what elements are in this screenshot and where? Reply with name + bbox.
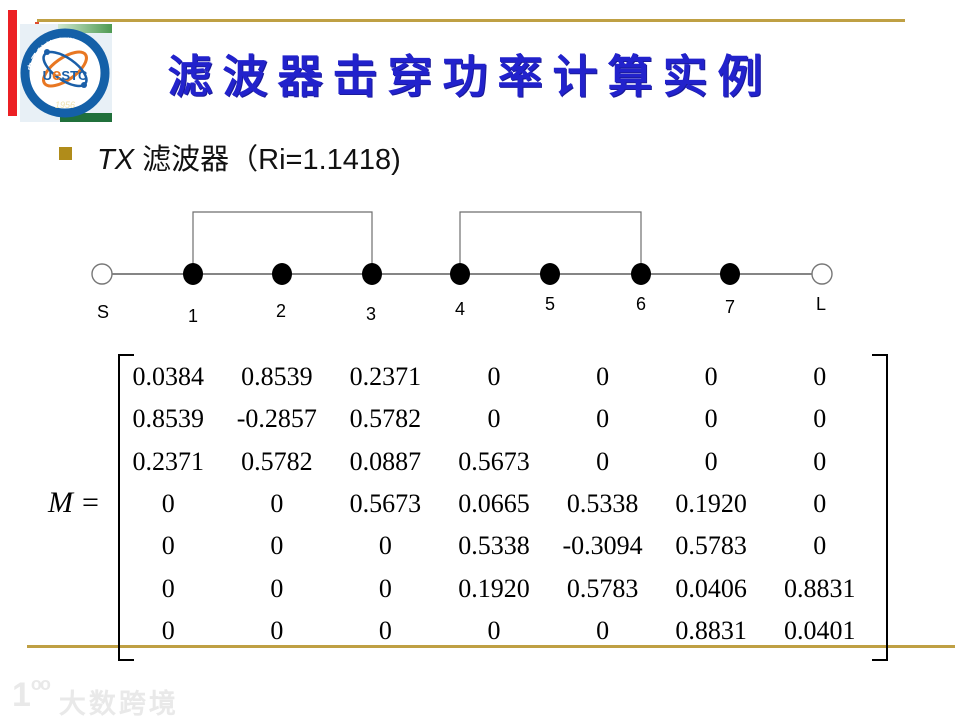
logo-green-strip-bottom xyxy=(60,113,112,122)
matrix-cell: 0.5782 xyxy=(241,446,313,476)
matrix-cell: 0 xyxy=(596,404,610,434)
matrix-cell: 0 xyxy=(270,531,284,561)
resonator-node-1 xyxy=(183,263,203,285)
matrix-cell: 0 xyxy=(270,573,284,603)
matrix-cell: 0 xyxy=(596,362,610,392)
resonator-node-3 xyxy=(362,263,382,285)
load-port-node xyxy=(811,263,833,285)
source-port-node xyxy=(91,263,113,285)
matrix-left-bracket xyxy=(118,354,134,661)
node-label-2: 2 xyxy=(276,301,286,321)
matrix-cell: 0.1920 xyxy=(675,488,747,518)
matrix-cell: 0 xyxy=(487,362,501,392)
matrix-cell: 0.5338 xyxy=(458,531,530,561)
resonator-node-5 xyxy=(540,263,560,285)
matrix-cell: 0 xyxy=(161,615,175,645)
node-label-4: 4 xyxy=(455,299,465,319)
watermark-logo-icon: 1 xyxy=(12,676,31,714)
resonator-node-2 xyxy=(272,263,292,285)
resonator-node-4 xyxy=(450,263,470,285)
matrix-cell: 0.5782 xyxy=(349,404,422,434)
matrix-cell: 0.8831 xyxy=(675,615,747,645)
node-label-3: 3 xyxy=(366,304,376,324)
matrix-cell: 0 xyxy=(813,404,827,434)
matrix-cell: 0 xyxy=(378,531,392,561)
matrix-cell: 0 xyxy=(596,446,610,476)
bullet-prefix: TX xyxy=(97,144,135,176)
coupling-4-6 xyxy=(459,211,642,274)
matrix-cell: 0 xyxy=(270,488,284,518)
matrix-cell: 0 xyxy=(813,362,827,392)
logo-acronym: UeSTC xyxy=(43,65,88,84)
matrix-cell: 0 xyxy=(161,573,175,603)
top-rule xyxy=(37,19,905,22)
node-label-L: L xyxy=(816,294,826,314)
matrix-cell: -0.3094 xyxy=(562,531,643,561)
bullet-text: TX 滤波器（Ri=1.1418) xyxy=(97,136,401,178)
matrix-cell: 0.0887 xyxy=(349,446,422,476)
matrix-cell: 0 xyxy=(813,531,827,561)
node-label-S: S xyxy=(97,302,109,322)
matrix-cell: 0 xyxy=(487,615,501,645)
matrix-cell: 0 xyxy=(378,573,392,603)
matrix-cell: 0.0401 xyxy=(783,615,856,645)
matrix-cell: 0 xyxy=(487,404,501,434)
watermark-logo-sup: oo xyxy=(30,674,51,694)
matrix-cell: 0 xyxy=(596,615,610,645)
matrix-cell: 0 xyxy=(704,362,718,392)
matrix-cell: 0 xyxy=(161,531,175,561)
matrix-cell: 0.5783 xyxy=(566,573,639,603)
matrix-cell: 0 xyxy=(270,615,284,645)
logo-year: 1956 xyxy=(55,100,75,110)
matrix-cell: 0.0384 xyxy=(132,362,205,392)
matrix-cell: 0.5673 xyxy=(458,446,530,476)
matrix-cell: 0.2371 xyxy=(132,446,205,476)
watermark-text: 大数跨境 xyxy=(58,689,179,719)
matrix-cell: -0.2857 xyxy=(236,404,317,434)
uestc-logo: 电子科技大学 UeSTC 1956 xyxy=(20,24,112,122)
coupling-1-3 xyxy=(192,211,373,274)
logo-electron-top xyxy=(44,49,50,55)
matrix-cell: 0 xyxy=(704,446,718,476)
matrix-cell: 0 xyxy=(813,488,827,518)
node-label-1: 1 xyxy=(188,306,198,326)
matrix-cell: 0.2371 xyxy=(349,362,422,392)
matrix-cell: 0 xyxy=(378,615,392,645)
bullet-marker xyxy=(59,147,72,160)
matrix-cell: 0.5338 xyxy=(566,488,639,518)
node-label-7: 7 xyxy=(725,297,735,317)
filter-topology-diagram: S 1 2 3 4 5 6 7 L xyxy=(91,211,833,326)
matrix-cell: 0 xyxy=(813,446,827,476)
matrix-cell: 0.5783 xyxy=(675,531,747,561)
node-label-5: 5 xyxy=(545,294,555,314)
matrix-cell: 0.8539 xyxy=(241,362,313,392)
matrix-symbol: M xyxy=(48,486,73,519)
logo-green-strip-top xyxy=(58,24,112,33)
logo-electron-bottom xyxy=(81,82,87,88)
node-label-6: 6 xyxy=(636,294,646,314)
red-accent-bar xyxy=(8,10,17,116)
matrix-right-bracket xyxy=(872,354,888,661)
resonator-node-6 xyxy=(631,263,651,285)
matrix-equals: = xyxy=(82,486,99,519)
coupling-matrix: 0.0384 0.8539 0.2371 0 0 0 0 0.8539 -0.2… xyxy=(114,356,874,652)
logo-orbit-orange xyxy=(42,50,88,88)
resonator-node-7 xyxy=(720,263,740,285)
matrix-cell: 0.1920 xyxy=(458,573,530,603)
matrix-cell: 0.0665 xyxy=(458,488,530,518)
uestc-logo-icon: 电子科技大学 UeSTC 1956 xyxy=(20,24,112,122)
matrix-cell: 0.8831 xyxy=(783,573,856,603)
page-title: 滤波器击穿功率计算实例 xyxy=(167,51,773,102)
bottom-rule xyxy=(27,645,955,648)
matrix-cell: 0 xyxy=(704,404,718,434)
matrix-cell: 0 xyxy=(161,488,175,518)
matrix-cell: 0.8539 xyxy=(132,404,205,434)
matrix-cell: 0.0406 xyxy=(675,573,747,603)
watermark: 1 oo 大数跨境 xyxy=(12,674,179,720)
bullet-label: 滤波器（Ri=1.1418) xyxy=(134,144,401,176)
matrix-name: M = xyxy=(48,486,99,520)
matrix-cell: 0.5673 xyxy=(349,488,422,518)
